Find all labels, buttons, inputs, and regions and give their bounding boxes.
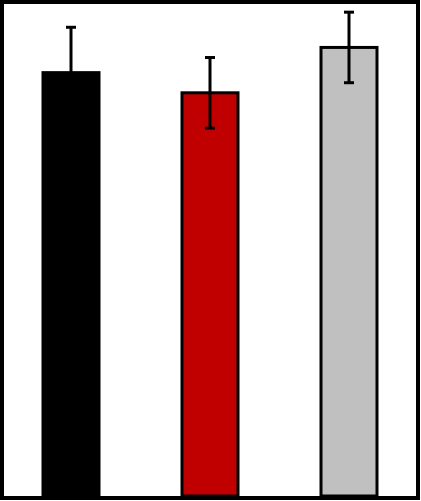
error-bar-2 [205,56,215,130]
error-bar-1 [66,25,76,120]
bar-2 [180,91,240,498]
bar-1 [41,71,101,498]
error-bars-group [66,10,354,130]
error-bar-3 [344,10,354,85]
bar-3 [319,45,379,498]
